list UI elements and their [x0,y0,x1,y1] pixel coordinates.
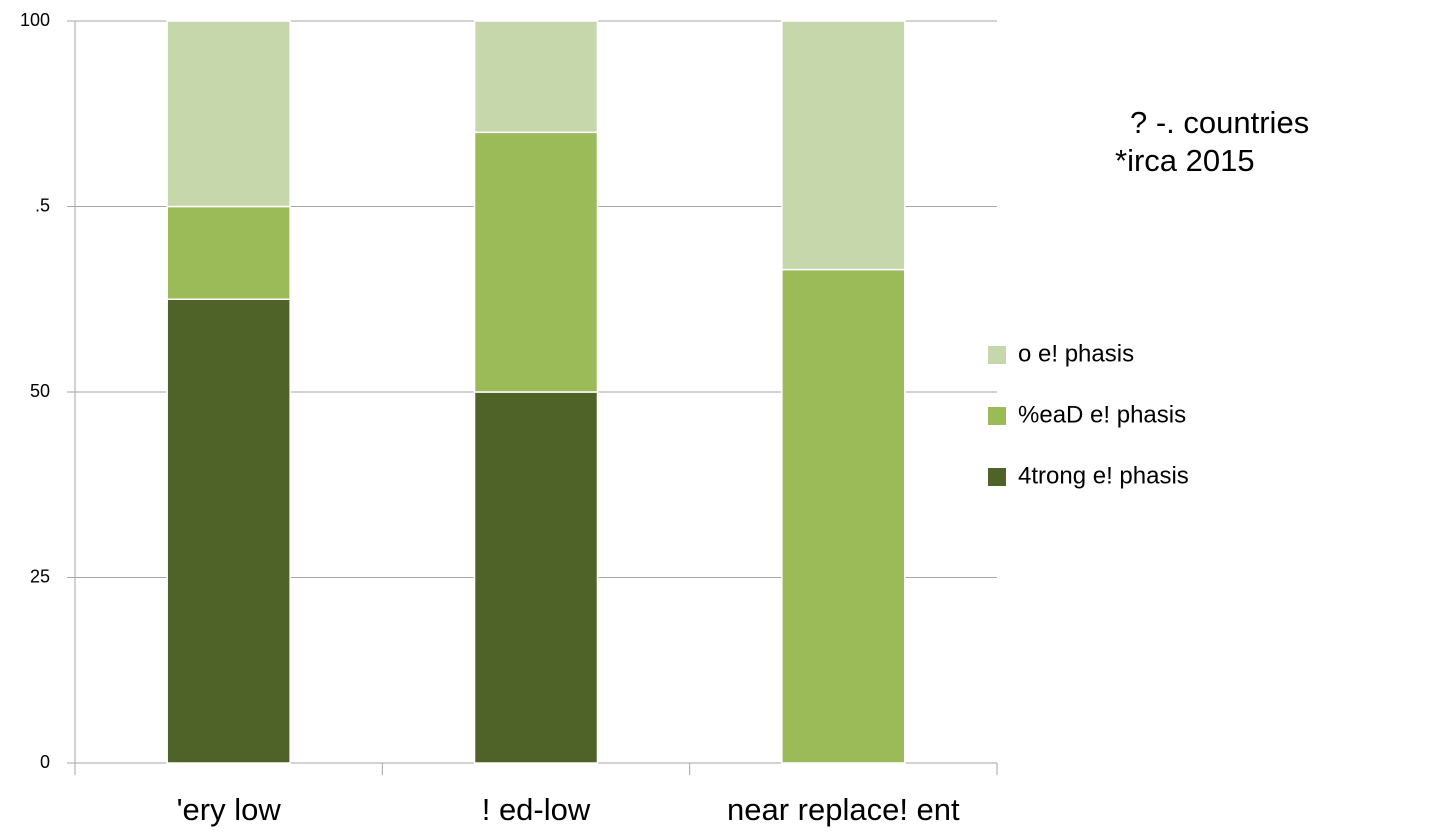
legend-label: o e! phasis [1018,340,1134,367]
bar-segment [166,205,291,300]
bar-segment [781,268,906,764]
legend-label: 4trong e! phasis [1018,462,1189,489]
y-tick-label: .5 [35,195,50,215]
legend-swatch [988,468,1006,486]
chart-subtitle: *irca 2015 [1115,143,1255,178]
y-tick-label: 100 [20,10,50,30]
legend-swatch [988,346,1006,364]
x-tick-label: ! ed-low [482,792,591,827]
x-tick-label: near replace! ent [727,792,960,827]
x-tick-label: 'ery low [177,792,282,827]
y-tick-label: 50 [30,381,50,401]
y-tick-label: 0 [40,752,50,772]
bar-segment [166,298,291,764]
legend-label: %eaD e! phasis [1018,401,1186,428]
y-tick-label: 25 [30,566,50,586]
bar-segment [473,131,599,393]
legend-swatch [988,407,1006,425]
bar-segment [166,20,291,208]
bar-segment [473,391,599,764]
bar-segment [473,20,599,134]
chart-title: ? -. countries [1130,105,1309,140]
bar-segment [781,20,906,271]
